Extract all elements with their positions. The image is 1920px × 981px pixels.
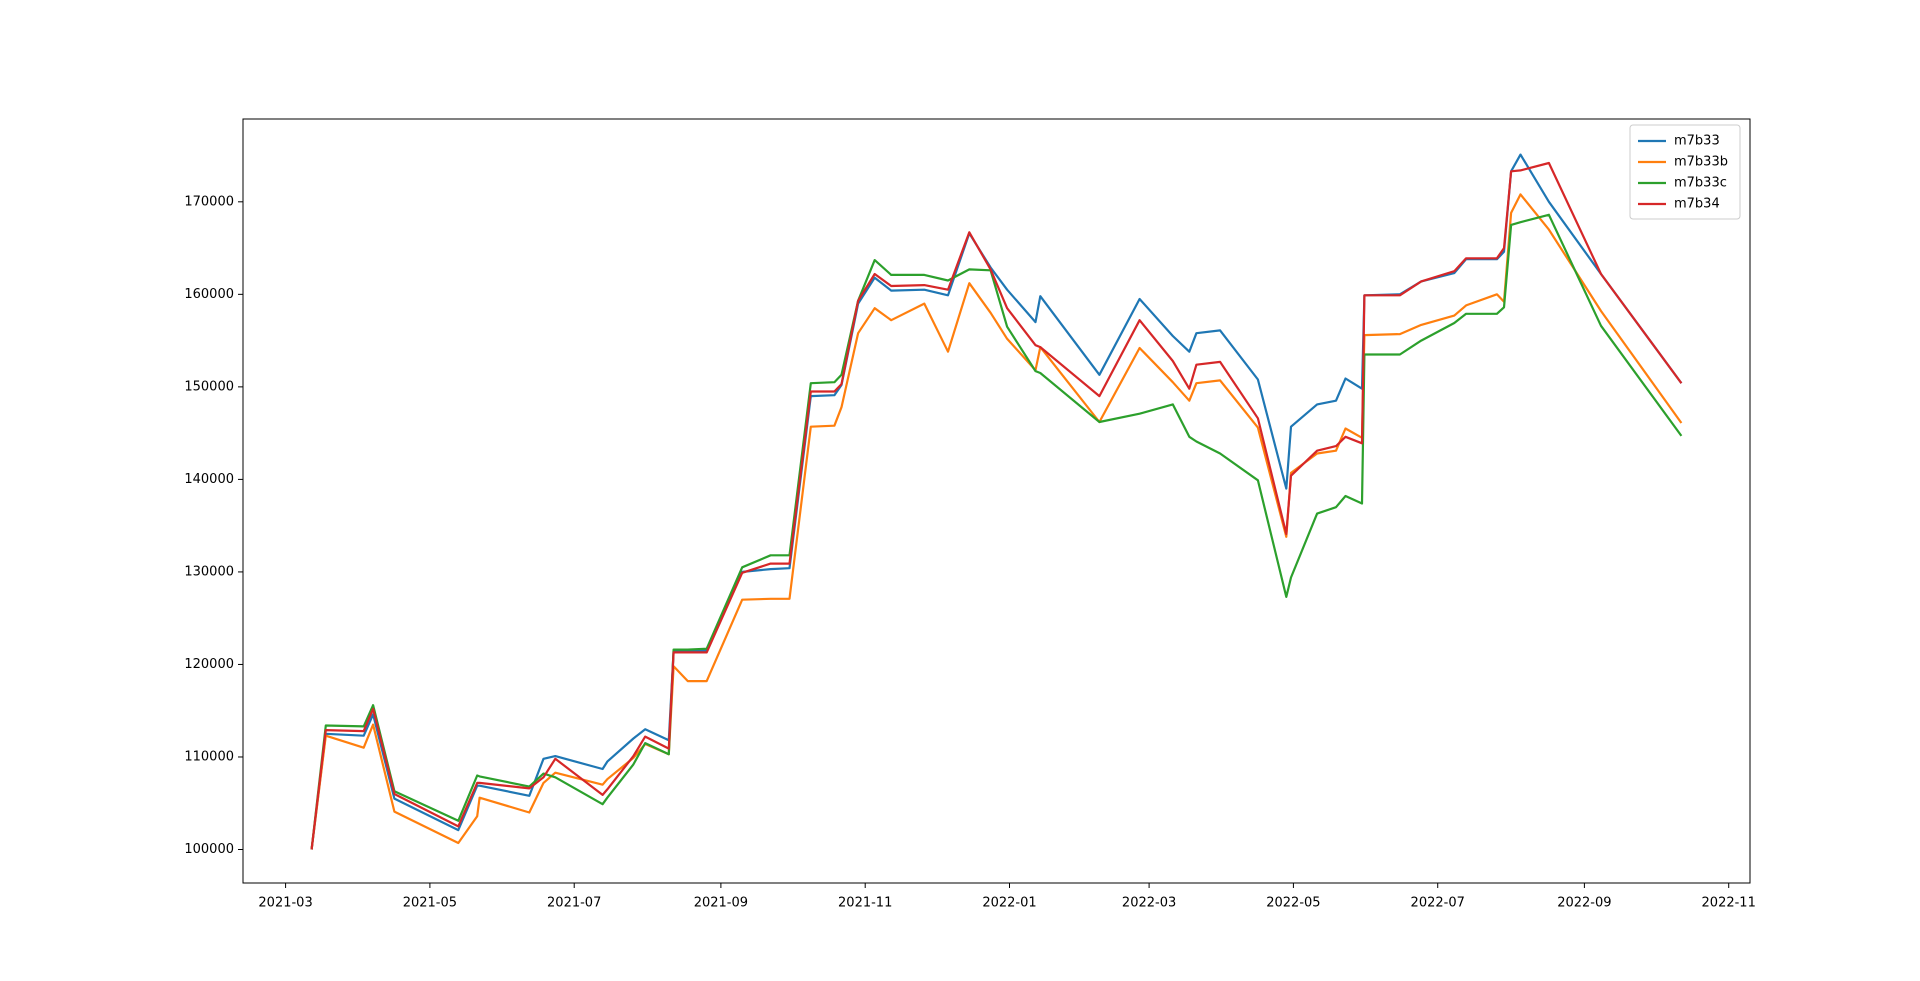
legend: m7b33 m7b33b m7b33c m7b34	[1629, 124, 1741, 220]
legend-box	[1629, 124, 1741, 220]
y-tick-label: 130000	[184, 564, 234, 579]
series-line	[310, 161, 1683, 850]
y-tick-label: 110000	[184, 749, 234, 764]
y-tick-label: 120000	[184, 657, 234, 672]
series-line	[310, 193, 1683, 850]
x-tick-label: 2022-05	[1266, 896, 1320, 911]
x-tick-label: 2021-07	[547, 896, 601, 911]
y-tick-label: 170000	[184, 194, 234, 209]
legend-label: m7b33c	[1674, 176, 1727, 191]
y-tick-label: 100000	[184, 842, 234, 857]
legend-label: m7b34	[1674, 197, 1720, 212]
x-tick-label: 2021-11	[838, 896, 892, 911]
x-tick-label: 2022-09	[1557, 896, 1611, 911]
x-tick-label: 2021-05	[403, 896, 457, 911]
x-tick-label: 2021-03	[258, 896, 312, 911]
plot-frame	[242, 118, 1751, 884]
y-tick-label: 150000	[184, 379, 234, 394]
x-tick-label: 2022-03	[1122, 896, 1176, 911]
x-tick-label: 2021-09	[694, 896, 748, 911]
x-tick-label: 2022-07	[1411, 896, 1465, 911]
y-tick-label: 160000	[184, 287, 234, 302]
legend-label: m7b33	[1674, 134, 1720, 149]
x-tick-label: 2022-01	[982, 896, 1036, 911]
y-tick-label: 140000	[184, 472, 234, 487]
series-line	[310, 213, 1683, 850]
legend-label: m7b33b	[1674, 155, 1728, 170]
x-tick-label: 2022-11	[1702, 896, 1756, 911]
